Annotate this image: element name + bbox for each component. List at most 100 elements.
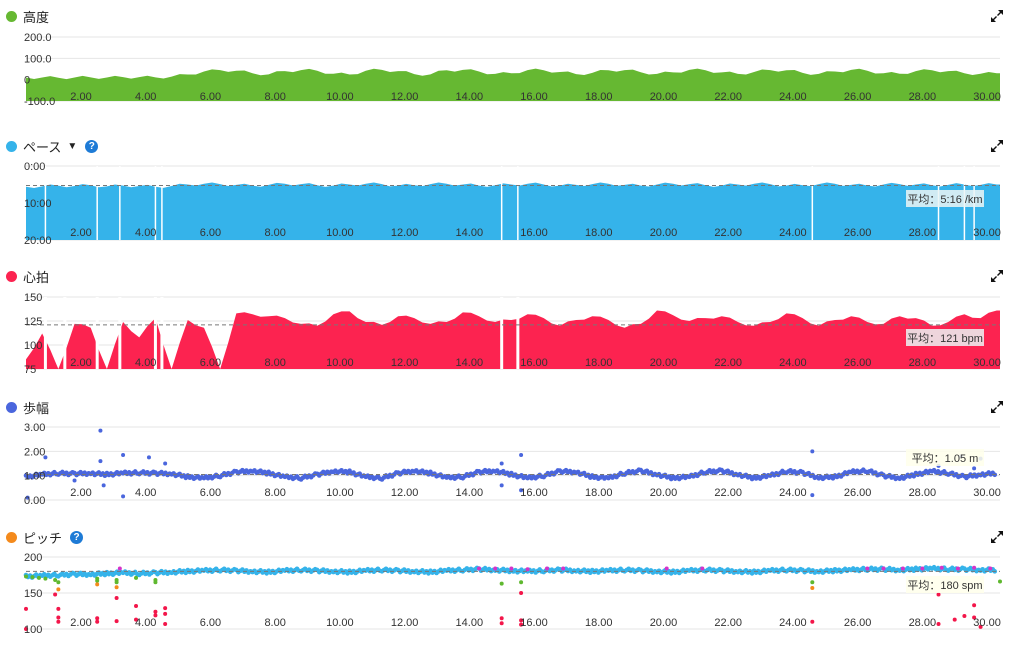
- x-tick-label: 14.00: [456, 357, 484, 369]
- x-tick-label: 16.00: [520, 617, 548, 629]
- cadence-legend: ピッチ?: [6, 528, 84, 547]
- x-tick-label: 12.00: [391, 227, 419, 239]
- x-tick-label: 30.00: [973, 357, 1001, 369]
- help-icon[interactable]: ?: [70, 531, 84, 544]
- x-tick-label: 4.00: [135, 91, 156, 103]
- pace-title: ペース: [23, 140, 62, 155]
- y-tick-label: 0.00: [24, 495, 45, 507]
- cadence-red-point: [163, 606, 168, 611]
- cadence-red-point: [962, 614, 967, 619]
- expand-icon[interactable]: [990, 9, 1004, 23]
- metric-dropdown-caret-icon[interactable]: ▼: [67, 141, 78, 152]
- x-tick-label: 30.00: [973, 91, 1001, 103]
- expand-icon[interactable]: [990, 139, 1004, 153]
- stride-outliers-point: [98, 459, 103, 464]
- x-tick-label: 2.00: [70, 487, 91, 499]
- expand-icon[interactable]: [990, 400, 1004, 414]
- pace-legend: ペース ▼?: [6, 137, 99, 156]
- cadence-magenta-point: [972, 565, 977, 570]
- x-tick-label: 10.00: [326, 487, 354, 499]
- stride-outliers-point: [519, 452, 524, 457]
- x-tick-label: 10.00: [326, 617, 354, 629]
- green-dot-icon: [6, 11, 17, 22]
- x-tick-label: 2.00: [70, 91, 91, 103]
- cadence-red-point: [978, 624, 983, 629]
- hr-chart: 150 125 100 75 2.00 4.00 6.00 8.00 10.00 12.00 14.…: [24, 292, 1001, 376]
- x-tick-label: 24.00: [779, 227, 807, 239]
- x-tick-label: 26.00: [844, 227, 872, 239]
- cadence-green-point: [30, 575, 35, 580]
- x-tick-label: 10.00: [326, 357, 354, 369]
- x-tick-label: 10.00: [326, 91, 354, 103]
- x-tick-label: 14.00: [456, 487, 484, 499]
- x-tick-label: 26.00: [844, 91, 872, 103]
- x-tick-label: 26.00: [844, 617, 872, 629]
- x-tick-label: 22.00: [714, 487, 742, 499]
- average-label: 平均：1.05 m: [912, 452, 979, 465]
- orange-dot-icon: [6, 532, 17, 543]
- stride-chart: 3.00 2.00 1.00 0.00 2.00 4.00 6.00 8.00 10.00 12.…: [23, 422, 1001, 507]
- x-tick-label: 28.00: [909, 487, 937, 499]
- pace-area: [26, 182, 1000, 240]
- x-tick-label: 18.00: [585, 487, 613, 499]
- y-tick-label: 200.0: [24, 32, 52, 44]
- cadence-magenta-point: [900, 566, 905, 571]
- y-tick-label: 2.00: [24, 446, 45, 458]
- average-label-box: [906, 576, 984, 593]
- cadence-magenta-point: [525, 567, 530, 572]
- x-tick-label: 22.00: [714, 91, 742, 103]
- cadence-red-point: [499, 616, 504, 621]
- pace-chart: 0:00 10:00 20:00 2.00 4.00 6.00 8.00 10.00 12.00…: [24, 161, 1001, 247]
- cadence-red-point: [810, 619, 815, 624]
- x-tick-label: 4.00: [135, 487, 156, 499]
- x-tick-label: 18.00: [585, 617, 613, 629]
- stride-outliers-point: [146, 455, 151, 460]
- cadence-red-point: [519, 618, 524, 623]
- x-tick-label: 20.00: [650, 227, 678, 239]
- stride-legend: 歩幅: [6, 398, 49, 417]
- y-tick-label: 20:00: [24, 235, 52, 247]
- cadence-red-point: [24, 627, 28, 631]
- cadence-magenta-point: [988, 566, 993, 571]
- cadence-green-point: [519, 580, 524, 585]
- x-tick-label: 8.00: [264, 487, 285, 499]
- x-tick-label: 28.00: [909, 227, 937, 239]
- y-tick-label: 150: [24, 292, 42, 304]
- x-tick-label: 8.00: [264, 617, 285, 629]
- cadence-orange-point: [95, 582, 100, 587]
- x-tick-label: 20.00: [650, 487, 678, 499]
- cadence-green-point: [998, 579, 1002, 584]
- x-tick-label: 24.00: [779, 487, 807, 499]
- cadence-magenta-point: [477, 566, 482, 571]
- x-tick-label: 24.00: [779, 357, 807, 369]
- cadence-green-point: [24, 574, 28, 579]
- cadence-magenta-point: [920, 566, 925, 571]
- x-tick-label: 18.00: [585, 91, 613, 103]
- y-tick-label: 75: [24, 364, 36, 376]
- cadence-green-point: [134, 575, 139, 580]
- x-tick-label: 18.00: [585, 357, 613, 369]
- cadence-green-point: [43, 576, 48, 581]
- cadence-green-point: [53, 578, 58, 583]
- stride-outliers-point: [519, 488, 524, 493]
- stride-outliers-point: [499, 461, 504, 466]
- cadence-red-point: [134, 603, 139, 608]
- x-tick-label: 24.00: [779, 91, 807, 103]
- cadence-red-point: [56, 606, 61, 611]
- average-label-box: [906, 190, 984, 207]
- cadence-red-point: [95, 616, 100, 621]
- cadence-green-point: [810, 580, 815, 585]
- stride-outliers-point: [810, 493, 815, 498]
- x-tick-label: 18.00: [585, 227, 613, 239]
- cadence-red-point: [972, 615, 977, 620]
- y-tick-label: 100: [24, 340, 42, 352]
- cadence-red-point: [53, 592, 58, 597]
- cadence-red-point: [952, 617, 957, 622]
- cadence-orange-point: [56, 587, 61, 592]
- expand-icon[interactable]: [990, 530, 1004, 544]
- x-tick-label: 12.00: [391, 91, 419, 103]
- expand-icon[interactable]: [990, 269, 1004, 283]
- help-icon[interactable]: ?: [85, 140, 99, 153]
- x-tick-label: 16.00: [520, 91, 548, 103]
- x-tick-label: 12.00: [391, 617, 419, 629]
